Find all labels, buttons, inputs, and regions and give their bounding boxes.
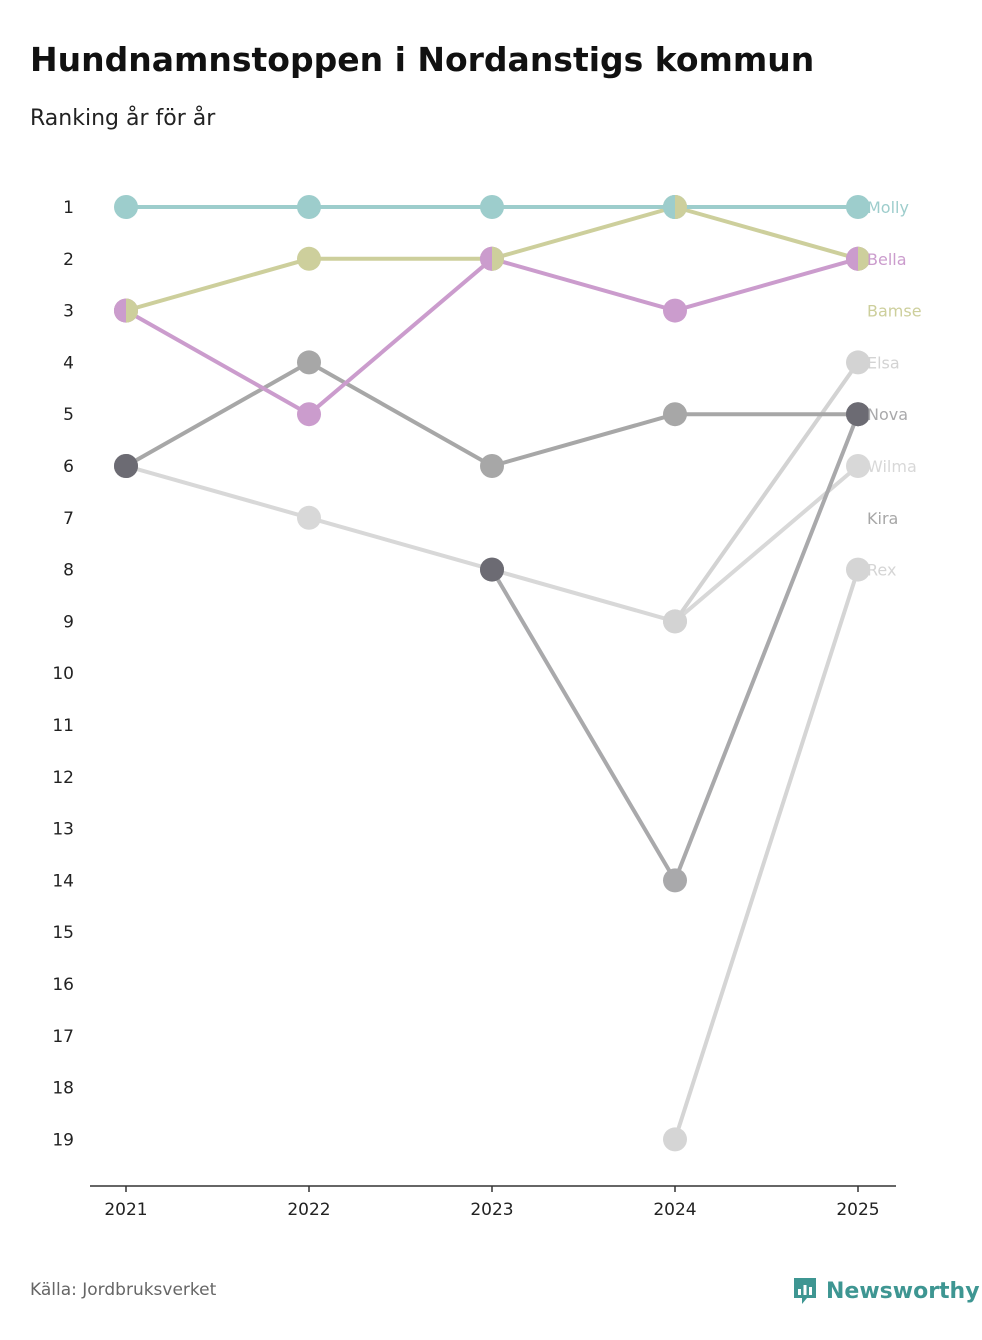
point-molly (480, 195, 504, 219)
split-point-right (675, 195, 687, 219)
y-tick-label: 19 (52, 1130, 74, 1150)
point-elsa (846, 350, 870, 375)
y-tick-label: 6 (63, 457, 74, 477)
end-label-kira: Kira (867, 509, 898, 528)
point-molly (846, 195, 870, 219)
end-label-bella: Bella (867, 250, 907, 269)
end-label-rex: Rex (867, 561, 896, 580)
split-point-left (663, 195, 675, 219)
y-tick-label: 3 (63, 302, 74, 322)
end-label-wilma: Wilma (867, 457, 917, 476)
point-rex (663, 1127, 687, 1152)
newsworthy-logo-icon (794, 1278, 816, 1304)
point-molly (114, 195, 138, 219)
split-point-right (126, 298, 138, 323)
point-kira (480, 454, 504, 478)
series-line-elsa (673, 360, 860, 624)
split-point-right (492, 246, 504, 271)
y-tick-label: 13 (52, 820, 74, 840)
split-point-left (114, 298, 126, 323)
y-tick-label: 14 (52, 871, 74, 891)
series-end-labels: Rex Wilma Elsa Kira Nova Bamse Bella Molly (867, 198, 922, 580)
x-tick-label: 2021 (104, 1200, 147, 1220)
end-label-bamse: Bamse (867, 302, 922, 321)
point-wilma (846, 454, 870, 478)
source-note: Källa: Jordbruksverket (30, 1280, 217, 1300)
point-nova (663, 868, 687, 893)
y-tick-label: 1 (63, 198, 74, 218)
x-tick-label: 2023 (470, 1200, 513, 1220)
y-tick-label: 7 (63, 509, 74, 529)
page-subtitle: Ranking år för år (30, 106, 216, 131)
shared-point (846, 402, 870, 427)
x-tick-label: 2022 (287, 1200, 330, 1220)
series-points (114, 195, 870, 1152)
y-tick-label: 16 (52, 975, 74, 995)
y-tick-label: 4 (63, 353, 74, 373)
series-line-rex (673, 567, 860, 1142)
y-tick-label: 17 (52, 1027, 74, 1047)
point-bella (297, 402, 321, 427)
series-line-bella (124, 256, 860, 417)
end-label-elsa: Elsa (867, 353, 900, 372)
y-tick-label: 11 (52, 716, 74, 736)
point-elsa (663, 609, 687, 634)
y-tick-label: 2 (63, 250, 74, 270)
page-title: Hundnamnstoppen i Nordanstigs kommun (30, 40, 815, 79)
point-molly (297, 195, 321, 219)
shared-point (480, 557, 504, 582)
y-tick-label: 10 (52, 664, 74, 684)
point-bella (663, 298, 687, 323)
y-tick-label: 12 (52, 768, 74, 788)
series-line-kira (124, 360, 860, 468)
series-line-nova (490, 412, 860, 883)
split-point-right (858, 246, 870, 271)
split-point-left (846, 246, 858, 271)
y-tick-label: 5 (63, 405, 74, 425)
end-label-molly: Molly (867, 198, 909, 217)
point-kira (297, 350, 321, 375)
brand-name: Newsworthy (826, 1278, 980, 1304)
y-tick-label: 15 (52, 923, 74, 943)
point-wilma (297, 505, 321, 530)
split-point-left (480, 246, 492, 271)
x-axis: 2021 2022 2023 2024 2025 (104, 1186, 880, 1220)
brand: Newsworthy (792, 1276, 980, 1306)
point-rex (846, 557, 870, 582)
series-lines (124, 205, 860, 1142)
point-bamse (297, 246, 321, 271)
point-kira (663, 402, 687, 427)
end-label-nova: Nova (867, 405, 908, 424)
shared-point (114, 454, 138, 478)
y-tick-label: 9 (63, 612, 74, 632)
y-tick-label: 8 (63, 561, 74, 581)
x-tick-label: 2025 (836, 1200, 879, 1220)
y-tick-label: 18 (52, 1079, 74, 1099)
x-tick-label: 2024 (653, 1200, 696, 1220)
series-line-wilma (124, 464, 860, 624)
